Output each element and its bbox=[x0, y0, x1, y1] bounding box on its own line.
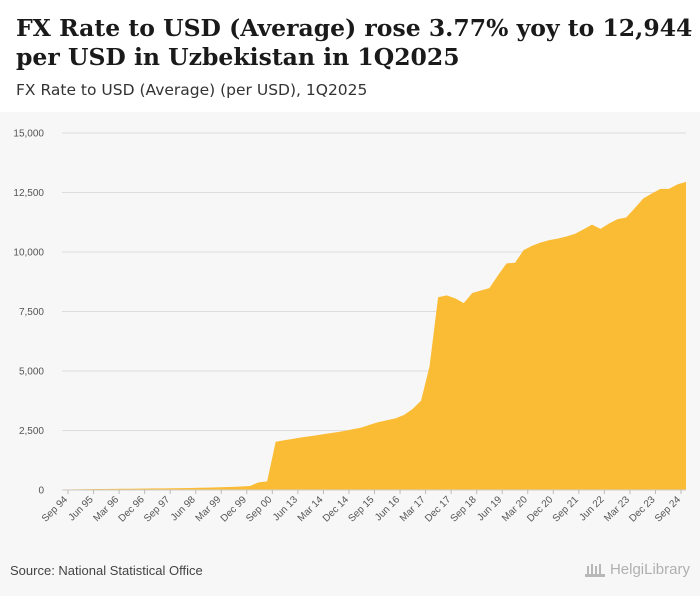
y-tick-label: 15,000 bbox=[13, 129, 44, 140]
brand-logo[interactable]: HelgiLibrary bbox=[584, 561, 690, 578]
x-tick-label: Jun 22 bbox=[577, 494, 606, 523]
brand-name: HelgiLibrary bbox=[609, 561, 690, 578]
y-tick-label: 0 bbox=[38, 486, 44, 497]
x-tick-label: Dec 17 bbox=[423, 494, 453, 524]
x-tick-label: Mar 17 bbox=[398, 494, 428, 524]
x-tick-label: Sep 00 bbox=[244, 494, 274, 524]
x-tick-label: Dec 14 bbox=[321, 494, 351, 524]
footer bbox=[0, 556, 700, 596]
x-tick-label: Mar 96 bbox=[91, 494, 121, 524]
x-tick-label: Mar 14 bbox=[296, 494, 326, 524]
y-tick-label: 7,500 bbox=[19, 307, 44, 318]
x-tick-label: Dec 96 bbox=[117, 494, 147, 524]
x-tick-label: Mar 20 bbox=[500, 494, 530, 524]
library-icon bbox=[584, 563, 605, 577]
chart-subtitle: FX Rate to USD (Average) (per USD), 1Q20… bbox=[16, 81, 368, 99]
y-tick-label: 2,500 bbox=[19, 426, 44, 437]
x-tick-label: Sep 18 bbox=[449, 494, 479, 524]
source-note: Source: National Statistical Office bbox=[10, 563, 203, 578]
chart-title: FX Rate to USD (Average) rose 3.77% yoy … bbox=[16, 14, 693, 71]
x-tick-label: Mar 23 bbox=[602, 494, 632, 524]
x-tick-label: Dec 23 bbox=[627, 494, 657, 524]
x-tick-label: Sep 21 bbox=[551, 494, 581, 524]
x-tick-label: Dec 20 bbox=[525, 494, 555, 524]
x-tick-label: Mar 99 bbox=[194, 494, 224, 524]
x-tick-label: Jun 98 bbox=[169, 494, 198, 523]
y-tick-label: 12,500 bbox=[13, 188, 44, 199]
y-tick-label: 5,000 bbox=[19, 367, 44, 378]
x-tick-label: Sep 94 bbox=[40, 494, 70, 524]
x-tick-label: Sep 24 bbox=[653, 494, 683, 524]
chart-svg: 0 2,500 5,000 7,500 10,000 12,500 15,000 Sep 94… bbox=[13, 129, 686, 525]
area-series bbox=[62, 181, 686, 490]
x-tick-label: Sep 97 bbox=[142, 494, 172, 524]
y-tick-label: 10,000 bbox=[13, 248, 44, 259]
x-tick-label: Jun 19 bbox=[475, 494, 504, 523]
x-tick-label: Jun 16 bbox=[373, 494, 402, 523]
chart-header: FX Rate to USD (Average) rose 3.77% yoy … bbox=[0, 0, 700, 112]
x-tick-label: Jun 95 bbox=[67, 494, 96, 523]
x-tick-label: Dec 99 bbox=[219, 494, 249, 524]
x-tick-label: Sep 15 bbox=[346, 494, 376, 524]
x-tick-label: Jun 13 bbox=[271, 494, 300, 523]
